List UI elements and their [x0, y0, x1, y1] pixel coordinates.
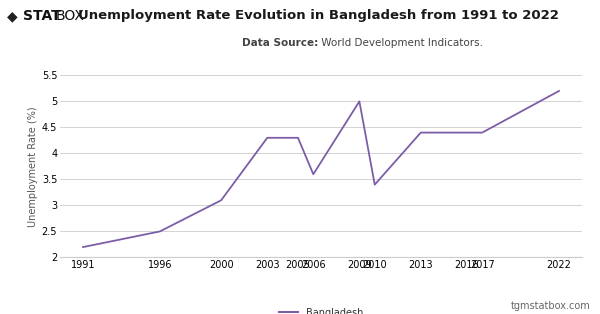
Text: BOX: BOX	[55, 9, 84, 24]
Text: STAT: STAT	[23, 9, 61, 24]
Text: Data Source:: Data Source:	[242, 38, 318, 48]
Y-axis label: Unemployment Rate (%): Unemployment Rate (%)	[28, 106, 38, 227]
Text: Unemployment Rate Evolution in Bangladesh from 1991 to 2022: Unemployment Rate Evolution in Banglades…	[77, 9, 559, 22]
Text: World Development Indicators.: World Development Indicators.	[318, 38, 483, 48]
Legend: Bangladesh: Bangladesh	[275, 304, 367, 314]
Text: ◆: ◆	[7, 9, 18, 24]
Text: tgmstatbox.com: tgmstatbox.com	[511, 301, 591, 311]
